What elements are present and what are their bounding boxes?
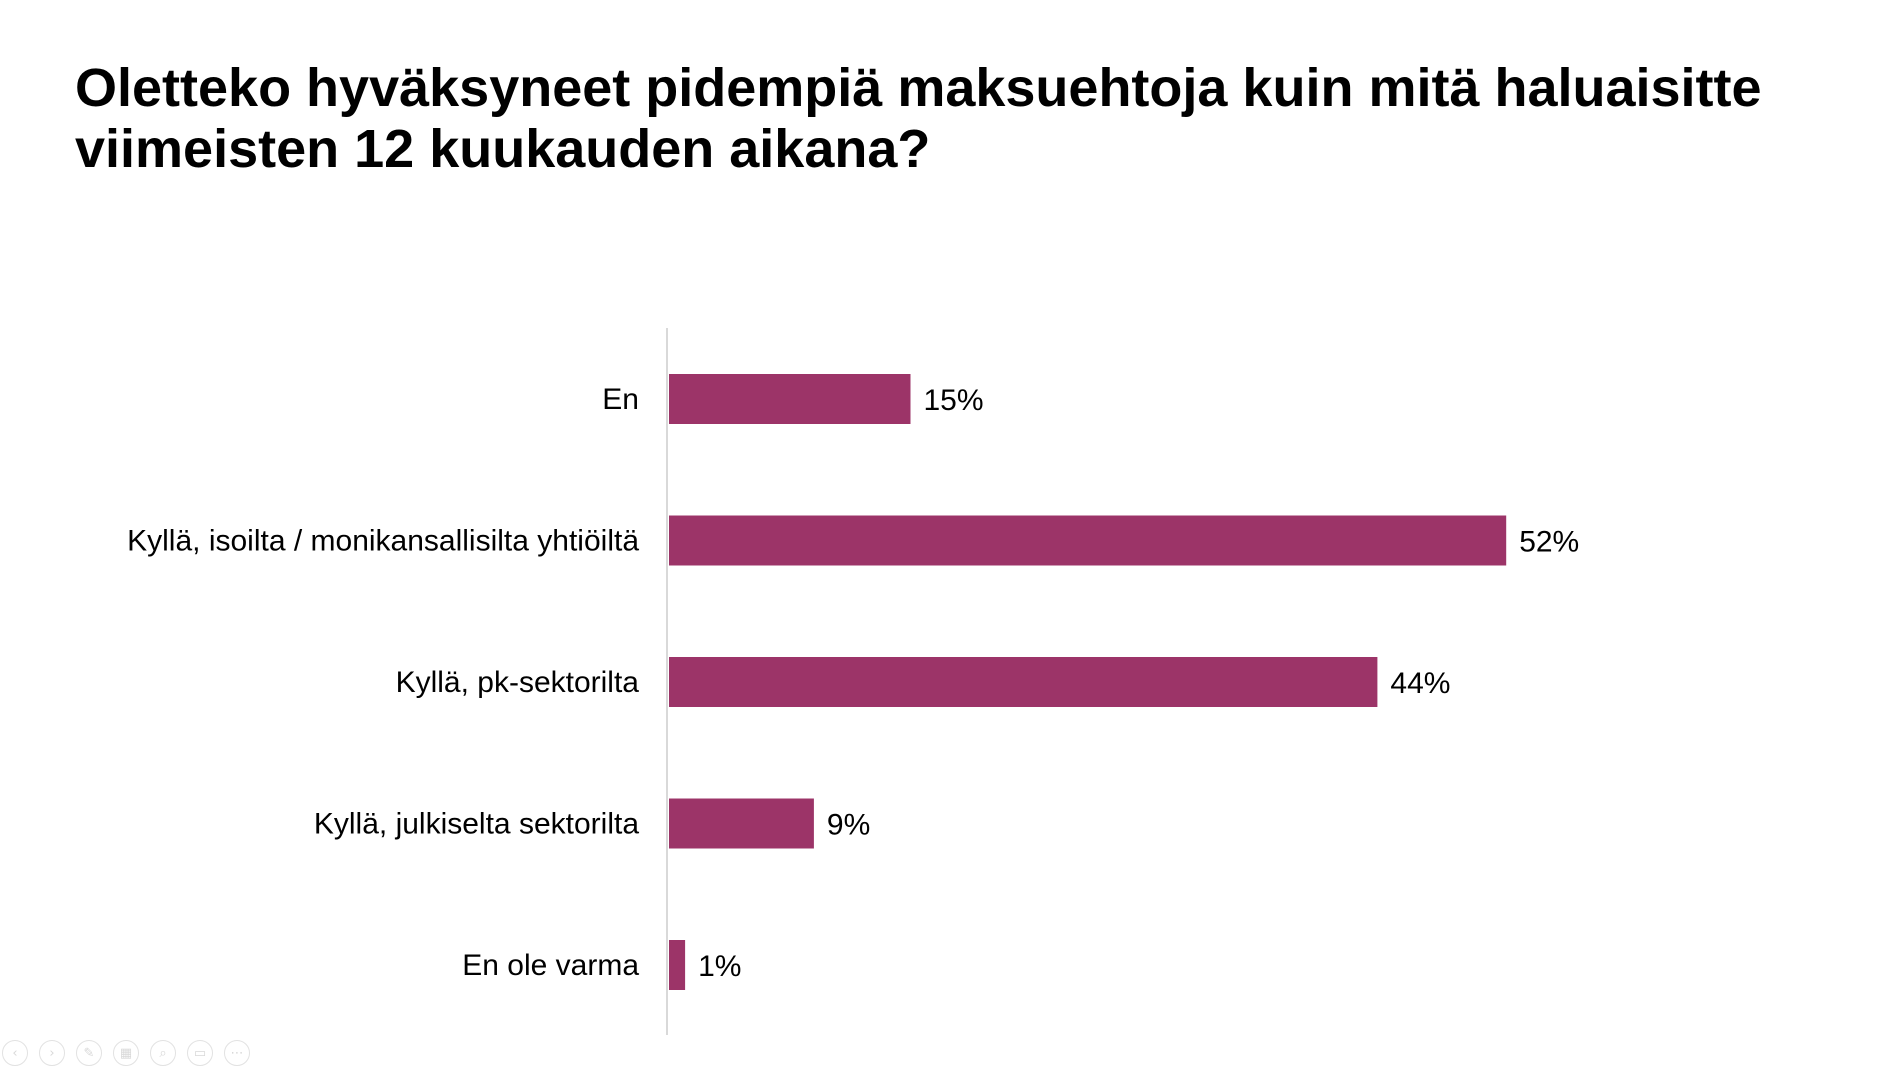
bar <box>669 515 1507 566</box>
category-label: Kyllä, julkiselta sektorilta <box>314 808 639 841</box>
category-label: En ole varma <box>462 949 639 982</box>
zoom-icon[interactable]: ⌕ <box>150 1040 176 1066</box>
presentation-controls: ‹ › ✎ ▦ ⌕ ▭ ⋯ <box>0 1040 250 1068</box>
bar <box>669 798 814 849</box>
slides-grid-icon[interactable]: ▦ <box>113 1040 139 1066</box>
value-label: 52% <box>1519 526 1579 559</box>
next-slide-icon[interactable]: › <box>39 1040 65 1066</box>
value-label: 1% <box>698 950 741 983</box>
bar <box>669 374 911 424</box>
category-label: Kyllä, isoilta / monikansallisilta yhtiö… <box>127 525 639 558</box>
slide-title: Oletteko hyväksyneet pidempiä maksuehtoj… <box>75 58 1762 179</box>
more-options-icon[interactable]: ⋯ <box>224 1040 250 1066</box>
value-label: 15% <box>924 384 984 417</box>
value-label: 9% <box>827 809 870 842</box>
category-label: En <box>602 383 639 416</box>
value-label: 44% <box>1390 667 1450 700</box>
bar <box>669 940 686 990</box>
bars-group: En 15% Kyllä, isoilta / monikansallisilta … <box>127 374 1579 990</box>
category-label: Kyllä, pk-sektorilta <box>396 666 640 699</box>
bar <box>669 657 1378 707</box>
subtitles-icon[interactable]: ▭ <box>187 1040 213 1066</box>
pen-icon[interactable]: ✎ <box>76 1040 102 1066</box>
previous-slide-icon[interactable]: ‹ <box>2 1040 28 1066</box>
